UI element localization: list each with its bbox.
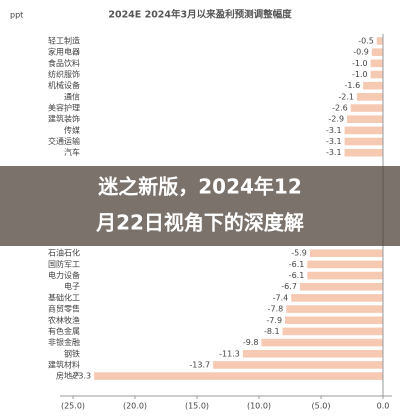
value-label: -9.8 bbox=[243, 338, 259, 347]
y-tick-label: 家用电器 bbox=[48, 47, 80, 57]
y-tick-label: 有色金属 bbox=[48, 326, 80, 336]
bar bbox=[282, 327, 383, 336]
bar bbox=[213, 361, 383, 369]
value-label: -3.1 bbox=[326, 148, 342, 157]
y-tick-label: 轻工制造 bbox=[48, 36, 80, 46]
bar bbox=[344, 126, 383, 135]
value-label: -6.1 bbox=[289, 271, 305, 280]
y-tick-label: 钢铁 bbox=[64, 348, 80, 358]
y-tick-label: 纺织服饰 bbox=[48, 69, 80, 79]
bar bbox=[363, 81, 383, 90]
x-tick-label: 0.0 bbox=[377, 402, 390, 411]
value-label: -1.6 bbox=[345, 81, 361, 90]
x-tick-label: (15.0) bbox=[185, 402, 209, 411]
value-label: -11.3 bbox=[219, 349, 240, 358]
bar bbox=[344, 137, 383, 146]
value-label: -3.1 bbox=[326, 126, 342, 135]
banner-text: 迷之新版，2024年12 bbox=[97, 175, 302, 199]
banner-text: 月22日视角下的深度解 bbox=[95, 211, 304, 235]
bar bbox=[286, 305, 383, 313]
y-tick-label: 交通运输 bbox=[48, 136, 80, 146]
value-label: -2.1 bbox=[338, 92, 354, 101]
value-label: -7.4 bbox=[273, 293, 289, 302]
bar bbox=[94, 372, 383, 380]
y-tick-label: 机械设备 bbox=[48, 80, 80, 90]
chart-title: 2024E 2024年3月以来盈利预测调整幅度 bbox=[108, 9, 292, 21]
value-label: -1.0 bbox=[352, 70, 368, 79]
value-label: -13.7 bbox=[189, 360, 210, 369]
x-tick-label: (5.0) bbox=[312, 402, 331, 411]
y-tick-label: 通信 bbox=[64, 91, 80, 101]
value-label: -2.6 bbox=[332, 104, 348, 113]
value-label: -6.7 bbox=[281, 282, 297, 291]
y-tick-label: 基础化工 bbox=[48, 292, 80, 302]
value-label: -8.1 bbox=[264, 327, 280, 336]
value-label: -0.9 bbox=[353, 48, 369, 57]
bar bbox=[370, 70, 383, 79]
y-tick-label: 房地产 bbox=[56, 371, 80, 381]
value-label: -1.0 bbox=[352, 59, 368, 68]
value-label: -0.5 bbox=[358, 37, 374, 46]
x-tick-label: (25.0) bbox=[61, 402, 85, 411]
x-tick-label: (10.0) bbox=[247, 402, 271, 411]
value-label: -2.9 bbox=[328, 115, 344, 124]
y-tick-label: 建筑材料 bbox=[48, 359, 80, 369]
unit-label: ppt bbox=[10, 11, 23, 20]
value-label: -3.1 bbox=[326, 137, 342, 146]
y-tick-label: 食品饮料 bbox=[48, 58, 80, 68]
y-tick-label: 电子 bbox=[64, 281, 80, 291]
y-tick-label: 商贸零售 bbox=[48, 304, 80, 314]
value-label: -7.8 bbox=[268, 305, 284, 314]
bar bbox=[350, 104, 383, 112]
y-tick-label: 非银金融 bbox=[48, 337, 80, 347]
value-label: -5.9 bbox=[291, 249, 307, 258]
y-tick-label: 电力设备 bbox=[48, 270, 80, 280]
value-label: -7.9 bbox=[266, 316, 282, 325]
bar bbox=[307, 271, 383, 280]
bar bbox=[242, 349, 383, 358]
banner-overlay bbox=[0, 166, 400, 246]
bar bbox=[344, 148, 383, 157]
bar bbox=[285, 316, 383, 325]
bar bbox=[370, 59, 383, 68]
bar bbox=[291, 294, 383, 302]
y-tick-label: 传媒 bbox=[64, 125, 80, 135]
bar bbox=[307, 260, 383, 269]
bar bbox=[261, 338, 383, 347]
value-label: -6.1 bbox=[289, 260, 305, 269]
bar bbox=[356, 93, 383, 101]
y-tick-label: 汽车 bbox=[64, 147, 80, 157]
bar bbox=[299, 282, 383, 291]
y-tick-label: 建筑装饰 bbox=[48, 114, 80, 124]
y-tick-label: 农林牧渔 bbox=[48, 315, 80, 325]
bar bbox=[309, 249, 383, 258]
value-label: -23.3 bbox=[70, 372, 91, 381]
x-tick-label: (20.0) bbox=[123, 402, 147, 411]
y-tick-label: 国防军工 bbox=[48, 259, 80, 269]
y-tick-label: 美容护理 bbox=[48, 103, 80, 113]
bar bbox=[347, 115, 383, 123]
y-tick-label: 石油石化 bbox=[48, 248, 80, 258]
bar bbox=[376, 37, 383, 45]
bar bbox=[371, 48, 383, 56]
